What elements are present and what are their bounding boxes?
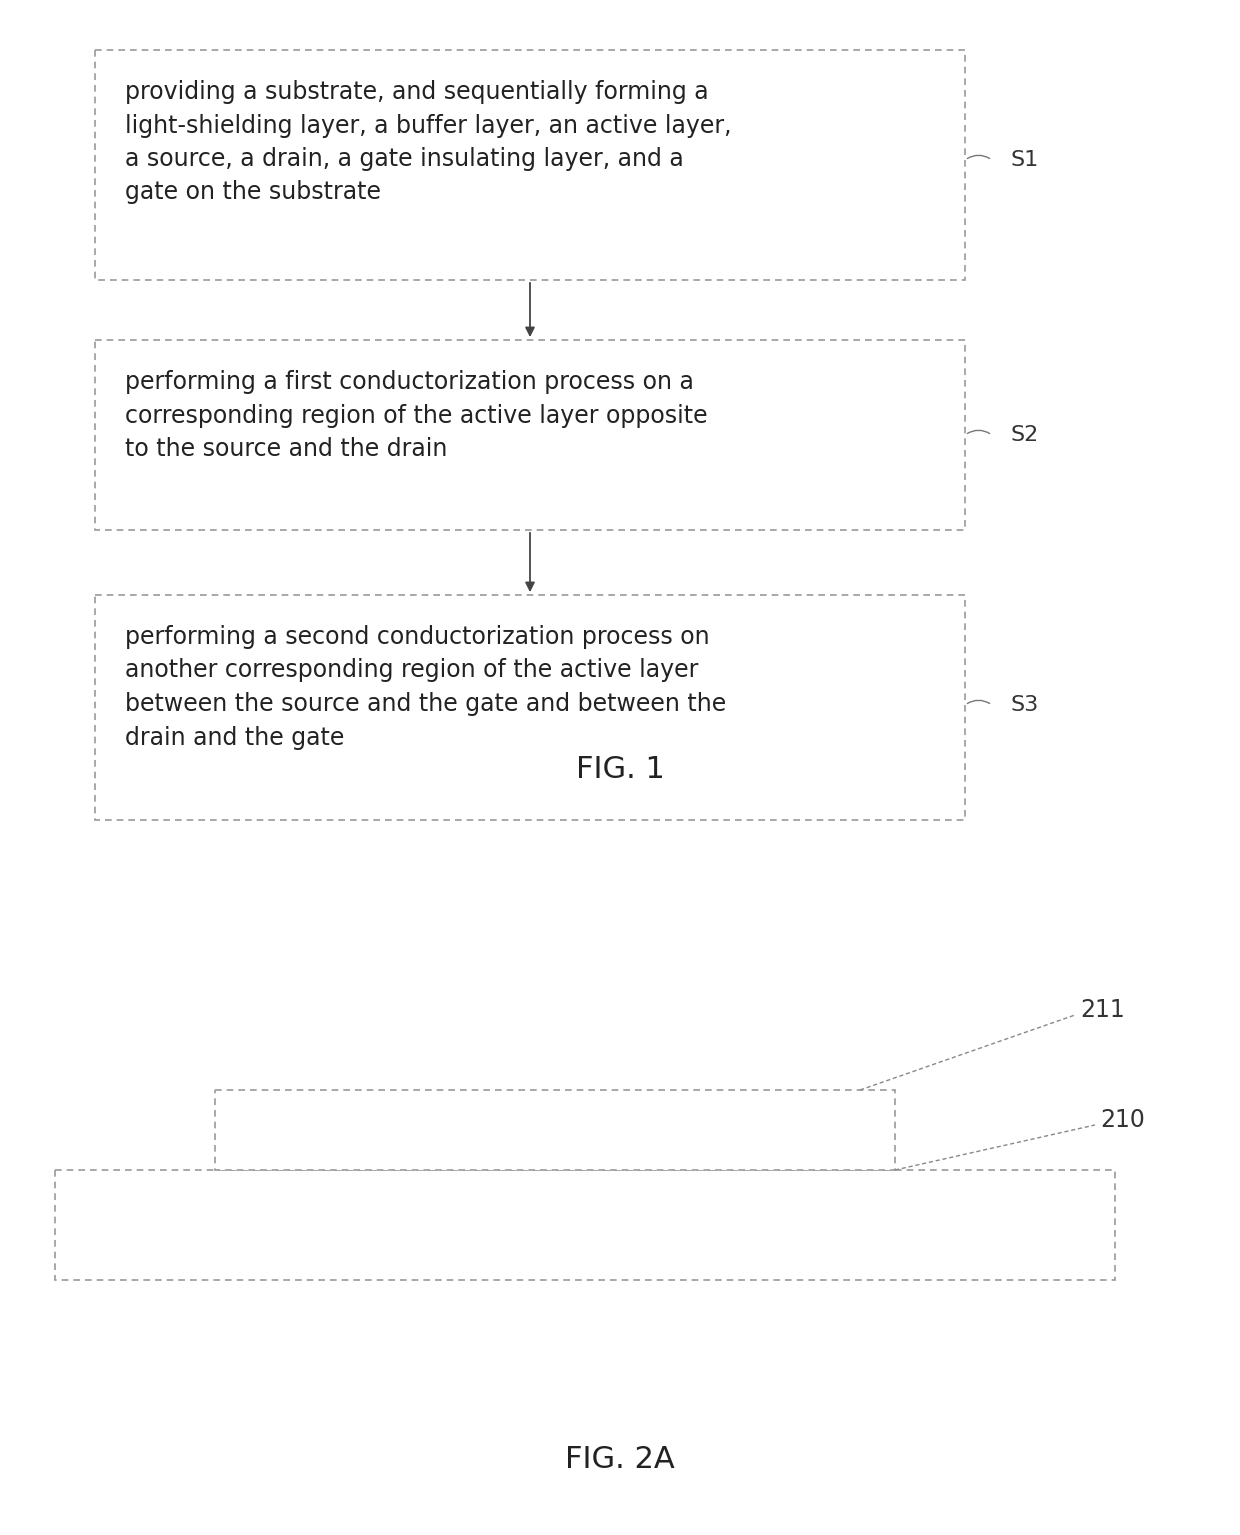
FancyArrowPatch shape (967, 430, 990, 433)
Text: S2: S2 (1011, 425, 1038, 445)
Text: performing a second conductorization process on
another corresponding region of : performing a second conductorization pro… (125, 625, 727, 749)
Bar (55, 1170, 1115, 1280)
Bar (95, 51, 965, 279)
Bar (95, 596, 965, 820)
Bar (215, 1090, 895, 1170)
FancyArrowPatch shape (967, 700, 990, 703)
Text: FIG. 1: FIG. 1 (575, 755, 665, 784)
Text: performing a first conductorization process on a
corresponding region of the act: performing a first conductorization proc… (125, 370, 708, 460)
Bar (95, 339, 965, 530)
Text: S3: S3 (1011, 695, 1038, 715)
Text: S1: S1 (1011, 150, 1038, 170)
Text: 211: 211 (1080, 998, 1125, 1022)
Text: providing a substrate, and sequentially forming a
light-shielding layer, a buffe: providing a substrate, and sequentially … (125, 80, 732, 204)
Text: FIG. 2A: FIG. 2A (565, 1446, 675, 1475)
FancyArrowPatch shape (967, 155, 990, 158)
Text: 210: 210 (1100, 1108, 1145, 1131)
